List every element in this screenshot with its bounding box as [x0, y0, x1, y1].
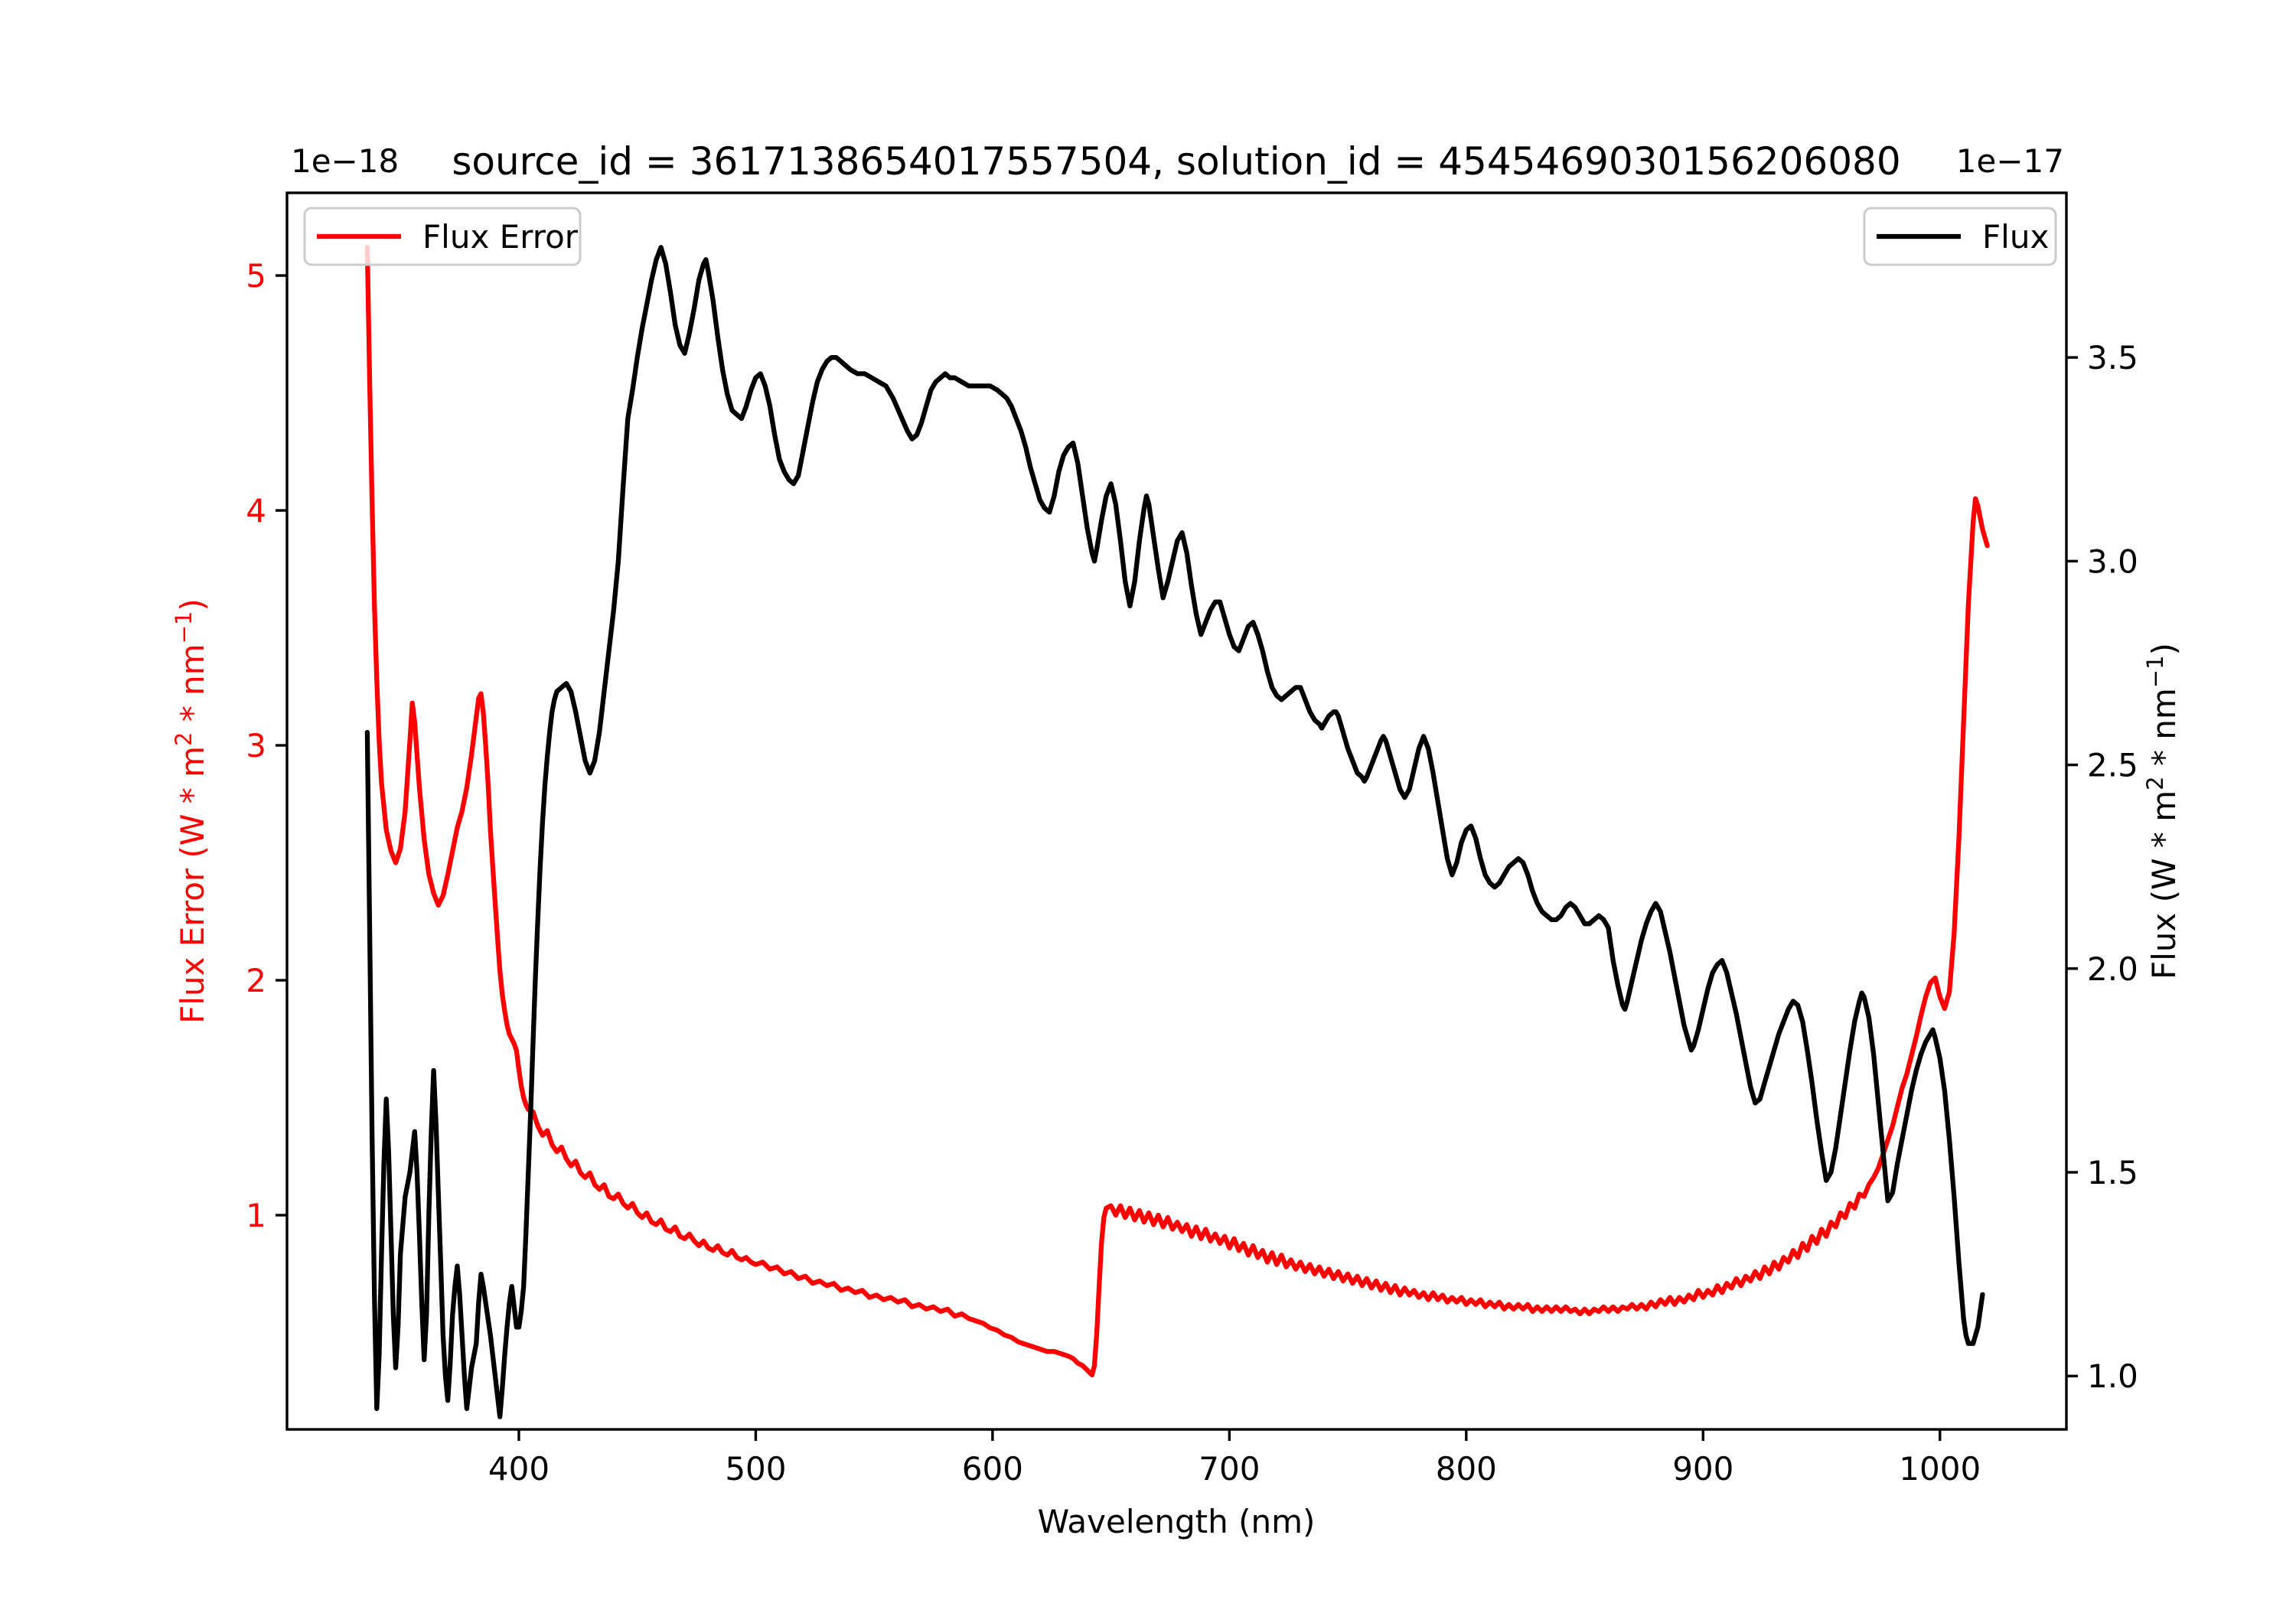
right-y-tick-label: 1.0: [2087, 1357, 2138, 1395]
right-y-tick-label: 1.5: [2087, 1154, 2138, 1191]
right-y-axis-label: Flux (W * m2 * nm−1): [2142, 643, 2183, 979]
left-y-tick-label: 5: [246, 257, 266, 295]
left-y-axis-label: Flux Error (W * m2 * nm−1): [171, 598, 211, 1024]
chart-title: source_id = 3617138654017557504, solutio…: [452, 139, 1900, 184]
left-y-tick-label: 1: [246, 1197, 266, 1234]
x-tick-label: 900: [1672, 1450, 1733, 1488]
left-y-tick-label: 2: [246, 962, 266, 999]
x-tick-label: 1000: [1899, 1450, 1981, 1488]
right-y-axis-ticks: 1.0 1.5 2.0 2.5 3.0 3.5: [2066, 339, 2138, 1395]
right-y-tick-label: 2.0: [2087, 950, 2138, 988]
legend-label: Flux Error: [422, 218, 579, 256]
right-y-tick-label: 2.5: [2087, 747, 2138, 784]
right-y-tick-label: 3.5: [2087, 339, 2138, 376]
x-tick-label: 500: [725, 1450, 786, 1488]
x-tick-label: 800: [1436, 1450, 1497, 1488]
legend-box: [303, 207, 582, 266]
curve-flux-error: [364, 245, 1990, 1377]
right-axis-scale-label: 1e−17: [1956, 142, 2064, 180]
left-y-axis-ticks: 1 2 3 4 5: [246, 257, 287, 1234]
legend-flux-error: Flux Error: [303, 207, 582, 266]
x-tick-label: 600: [962, 1450, 1023, 1488]
left-y-tick-label: 4: [246, 492, 266, 530]
left-axis-scale-label: 1e−18: [291, 142, 399, 180]
right-y-tick-label: 3.0: [2087, 543, 2138, 580]
curve-flux: [364, 245, 1985, 1419]
left-y-tick-label: 3: [246, 727, 266, 764]
x-axis-label: Wavelength (nm): [1038, 1503, 1316, 1540]
legend-flux: Flux: [1863, 207, 2057, 266]
legend-label: Flux: [1982, 218, 2049, 256]
plot-area-border: [285, 191, 2068, 1431]
data-curves: [364, 245, 1990, 1419]
x-axis-ticks: 400 500 600 700 800 900 1000: [488, 1429, 1981, 1488]
x-tick-label: 700: [1199, 1450, 1260, 1488]
x-tick-label: 400: [488, 1450, 550, 1488]
